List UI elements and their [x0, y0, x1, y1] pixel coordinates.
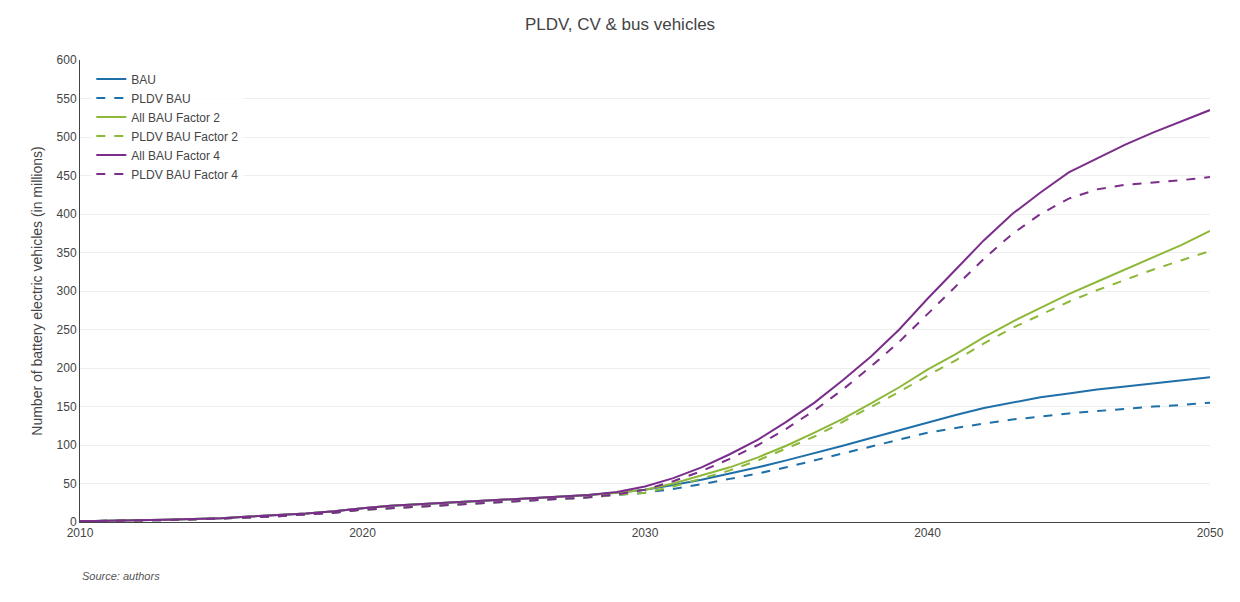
svg-text:Source: authors: Source: authors [82, 570, 160, 582]
svg-text:450: 450 [57, 169, 77, 183]
svg-text:2030: 2030 [632, 526, 659, 540]
svg-text:2040: 2040 [914, 526, 941, 540]
svg-text:PLDV, CV & bus vehicles: PLDV, CV & bus vehicles [525, 15, 715, 34]
svg-text:250: 250 [57, 323, 77, 337]
svg-text:PLDV BAU Factor 2: PLDV BAU Factor 2 [131, 130, 238, 144]
svg-text:Number of battery electric veh: Number of battery electric vehicles (in … [29, 146, 45, 435]
svg-text:300: 300 [57, 284, 77, 298]
svg-text:2010: 2010 [67, 526, 94, 540]
svg-text:50: 50 [63, 477, 77, 491]
svg-text:All BAU Factor 2: All BAU Factor 2 [131, 111, 220, 125]
svg-text:550: 550 [57, 92, 77, 106]
svg-text:600: 600 [57, 53, 77, 67]
svg-text:150: 150 [57, 400, 77, 414]
svg-text:400: 400 [57, 207, 77, 221]
svg-text:2050: 2050 [1197, 526, 1224, 540]
svg-text:500: 500 [57, 130, 77, 144]
svg-text:0: 0 [70, 515, 77, 529]
svg-text:PLDV BAU Factor 4: PLDV BAU Factor 4 [131, 168, 238, 182]
svg-text:BAU: BAU [131, 73, 156, 87]
svg-text:All BAU Factor 4: All BAU Factor 4 [131, 149, 220, 163]
svg-text:2020: 2020 [349, 526, 376, 540]
svg-text:PLDV BAU: PLDV BAU [131, 92, 190, 106]
svg-text:350: 350 [57, 246, 77, 260]
svg-text:100: 100 [57, 438, 77, 452]
svg-text:200: 200 [57, 361, 77, 375]
